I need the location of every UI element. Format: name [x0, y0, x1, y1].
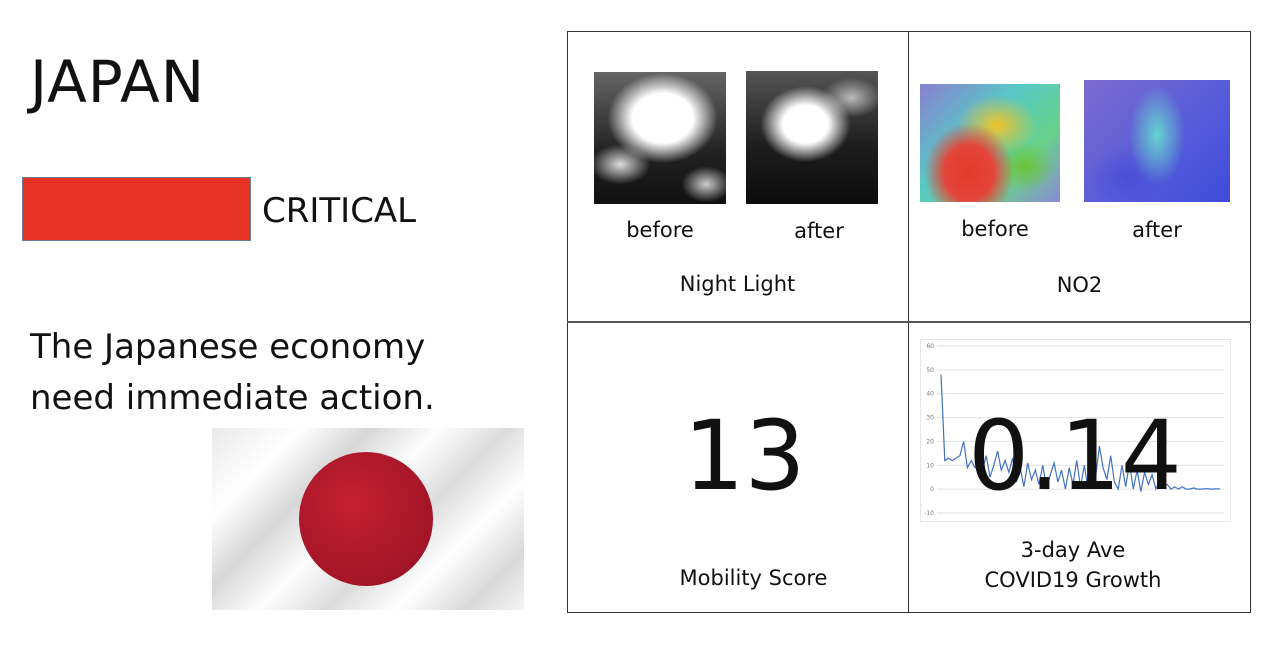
message-line: The Japanese economy [30, 327, 426, 367]
chart-series-line [940, 374, 1221, 492]
no2-after-label: after [1132, 218, 1182, 242]
covid-title-line: COVID19 Growth [984, 568, 1162, 592]
covid-title-line: 3-day Ave [1020, 538, 1126, 562]
chart-y-tick-label: 20 [926, 438, 934, 445]
flag-red-disc [299, 452, 433, 586]
country-title: JAPAN [30, 48, 206, 116]
status-message: The Japanese economy need immediate acti… [30, 322, 470, 424]
chart-y-tick-label: 0 [930, 486, 934, 493]
no2-after-image [1084, 80, 1230, 202]
mobility-score-title: Mobility Score [679, 566, 828, 590]
japan-flag-icon [212, 428, 524, 610]
covid-growth-title: 3-day Ave COVID19 Growth [909, 535, 1237, 595]
night-light-title: Night Light [679, 272, 796, 296]
night-light-after-label: after [794, 219, 844, 243]
message-line: need immediate action. [30, 378, 435, 418]
grid-divider-horizontal [567, 321, 1251, 323]
chart-y-tick-label: -10 [924, 510, 934, 517]
no2-title: NO2 [1056, 273, 1103, 297]
no2-before-label: before [961, 217, 1029, 241]
chart-y-tick-label: 40 [926, 391, 934, 398]
night-light-before-image [594, 72, 726, 204]
covid-growth-chart: 60 50 40 30 20 10 0 -10 [920, 339, 1231, 522]
covid-growth-value: 0.14 [968, 400, 1182, 512]
status-label: CRITICAL [262, 191, 417, 231]
night-light-after-image [746, 71, 878, 204]
chart-y-tick-label: 30 [926, 415, 934, 422]
mobility-score-value: 13 [683, 400, 806, 512]
no2-before-image [920, 84, 1060, 202]
status-color-swatch [22, 177, 251, 241]
night-light-before-label: before [626, 218, 694, 242]
chart-y-tick-label: 10 [926, 462, 934, 469]
covid-growth-chart-svg: 60 50 40 30 20 10 0 -10 [924, 343, 1224, 517]
chart-y-tick-label: 60 [926, 343, 934, 350]
chart-y-tick-label: 50 [926, 367, 934, 374]
